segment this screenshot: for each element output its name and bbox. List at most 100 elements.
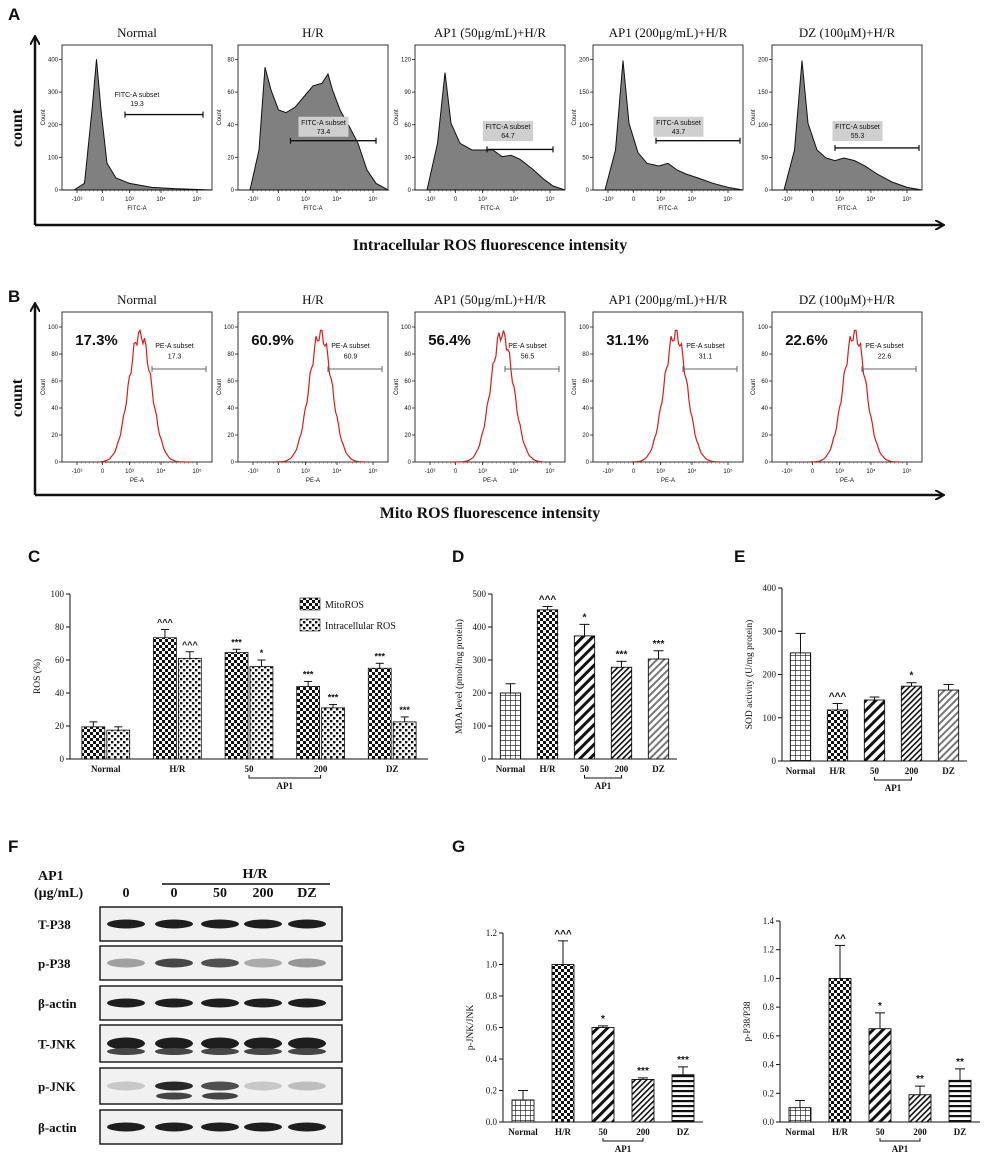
category-label: Normal	[785, 1127, 815, 1137]
y-tick-label: 0	[586, 188, 590, 194]
flow-b-histogram-2: H/R Count 0 20 40 60 80 100 -10³ 0 10³ 10⁴ 10⁵ PE-A PE…	[217, 292, 389, 484]
bar-mitoros	[367, 667, 392, 760]
flow-a-gate-value: 43.7	[672, 129, 686, 136]
y-tick-label: 0	[765, 460, 769, 466]
bar-mitoros	[81, 726, 106, 760]
x-tick-label: 10³	[835, 197, 844, 203]
flow-b-y-label: Count	[394, 379, 400, 395]
blot-lane-label: DZ	[297, 886, 316, 901]
category-label: Normal	[786, 766, 816, 776]
y-tick-label: 20	[55, 721, 65, 731]
flow-a-histogram-area	[62, 59, 213, 191]
blot-band	[244, 1048, 282, 1055]
blot-band	[288, 958, 326, 968]
category-label: Normal	[496, 764, 526, 774]
significance-mark: **	[916, 1074, 924, 1085]
flow-b-histogram-curve	[99, 328, 190, 463]
y-tick-label: 0.6	[486, 1023, 498, 1033]
y-tick-label: 200	[758, 58, 769, 64]
y-tick-label: 400	[763, 583, 777, 593]
y-tick-label: 100	[579, 123, 590, 129]
blot-hr-label: H/R	[243, 867, 269, 882]
group-label: AP1	[615, 1144, 632, 1154]
blot-lane-label: 0	[171, 886, 178, 901]
flow-a-histogram-1: Normal Count 0 100 200 300 400 -10³ 0 10³ 10⁴ 10⁵ FI…	[41, 25, 213, 212]
blot-band	[202, 1092, 238, 1100]
y-tick-label: 0.8	[763, 1002, 775, 1012]
flow-b-percent: 31.1%	[606, 332, 649, 349]
y-tick-label: 40	[51, 406, 58, 412]
flow-a-gate-label-bg	[298, 116, 349, 137]
y-tick-label: 60	[51, 379, 58, 385]
flow-b-frame	[771, 311, 923, 463]
x-tick-label: 10⁴	[332, 468, 342, 475]
x-tick-label: 10⁴	[509, 468, 519, 475]
bar-mitoros	[153, 637, 177, 760]
legend-label: MitoROS	[325, 600, 364, 611]
y-tick-label: 150	[758, 90, 769, 96]
bar	[900, 685, 923, 762]
y-tick-label: 80	[51, 352, 58, 358]
x-tick-label: 10⁵	[368, 196, 378, 203]
x-tick-label: 0	[101, 469, 105, 475]
panel-b: B count Mito ROS fluorescence intensity	[8, 287, 942, 522]
y-tick-label: 200	[473, 688, 487, 698]
flow-b-title: AP1 (50μg/mL)+H/R	[434, 292, 546, 307]
flow-b-x-label: PE-A	[483, 478, 497, 484]
significance-mark: ^^^	[554, 929, 572, 940]
category-label: H/R	[555, 1127, 572, 1137]
blot-band	[155, 1081, 193, 1091]
x-tick-label: 10⁴	[156, 196, 166, 203]
blot-band	[155, 1048, 193, 1055]
bar-intracellular-ros	[249, 666, 274, 760]
category-label: 50	[245, 764, 255, 774]
x-tick-label: 10⁴	[687, 468, 697, 475]
bar	[908, 1094, 932, 1123]
category-label: Normal	[91, 764, 121, 774]
category-label: DZ	[954, 1127, 967, 1137]
blot-row: β-actin	[38, 985, 343, 1021]
y-tick-label: 100	[579, 325, 590, 331]
y-tick-label: 100	[401, 325, 412, 331]
flow-a-gate-label-bg	[832, 121, 883, 142]
flow-b-title: AP1 (200μg/mL)+H/R	[609, 292, 728, 307]
category-label: DZ	[386, 764, 399, 774]
y-tick-label: 80	[761, 352, 768, 358]
flow-a-frame	[61, 44, 213, 191]
y-tick-label: 20	[404, 433, 411, 439]
x-tick-label: 10⁴	[156, 468, 166, 475]
x-tick-label: 0	[811, 469, 815, 475]
blot-band	[107, 1122, 145, 1132]
panel-a-axis-title: Intracellular ROS fluorescence intensity	[353, 237, 628, 254]
significance-mark: **	[956, 1057, 964, 1068]
flow-a-title: H/R	[302, 25, 324, 40]
group-bracket	[248, 775, 322, 779]
blot-band	[244, 1122, 282, 1132]
flow-a-title: DZ (100μM)+H/R	[799, 25, 896, 40]
flow-b-frame	[414, 311, 566, 463]
category-label: 50	[599, 1127, 609, 1137]
blot-band	[107, 1081, 145, 1091]
x-tick-label: 10³	[478, 197, 487, 203]
panel-b-axis-count: count	[9, 378, 26, 417]
flow-b-x-label: PE-A	[661, 478, 675, 484]
flow-b-gate-value: 17.3	[168, 354, 182, 361]
flow-a-gate-value: 19.3	[130, 101, 144, 108]
group-label: AP1	[595, 781, 612, 791]
category-label: 50	[870, 766, 880, 776]
y-tick-label: 20	[761, 433, 768, 439]
bar-chart-e: 0 100 200 300 400 SOD activity (U/mg protein)…	[744, 583, 967, 793]
bar	[828, 977, 852, 1123]
y-tick-label: 100	[473, 721, 487, 731]
blot-band	[288, 1048, 326, 1055]
blot-band	[244, 998, 282, 1008]
flow-b-y-label: Count	[572, 379, 578, 395]
flow-a-y-label: Count	[751, 109, 757, 125]
x-tick-label: 10³	[835, 469, 844, 475]
blot-band	[155, 1122, 193, 1132]
blot-band	[201, 1122, 239, 1132]
x-tick-label: 0	[632, 469, 636, 475]
bar	[647, 658, 670, 760]
blot-row-label: β-actin	[38, 996, 77, 1011]
y-tick-label: 300	[48, 90, 59, 96]
